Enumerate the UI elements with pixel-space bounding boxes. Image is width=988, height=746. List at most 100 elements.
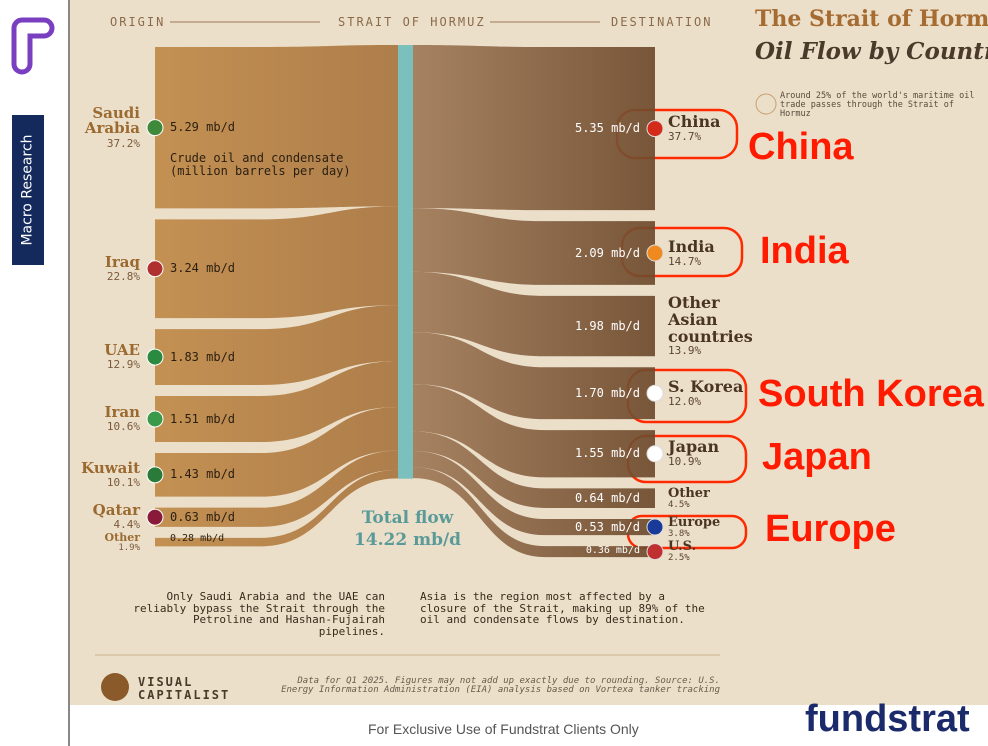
flag xyxy=(146,508,164,526)
destination-flow xyxy=(413,271,655,357)
destination-name: S. Korea xyxy=(668,376,744,396)
strait-bar xyxy=(398,45,413,479)
flag xyxy=(646,120,664,138)
origin-name: Iraq xyxy=(104,252,140,271)
destination-value: 0.64 mb/d xyxy=(574,490,640,505)
origin-name: Kuwait xyxy=(81,458,140,477)
footer-text: For Exclusive Use of Fundstrat Clients O… xyxy=(368,721,639,737)
origin-flow xyxy=(155,206,398,319)
origin-name: UAE xyxy=(104,341,140,360)
origin-flow xyxy=(155,469,398,547)
destination-flow xyxy=(413,450,655,536)
origin-name: Iran xyxy=(104,403,140,421)
origin-value: 5.29 mb/d xyxy=(170,120,236,135)
origin-value: 3.24 mb/d xyxy=(170,261,236,276)
destination-value: 2.09 mb/d xyxy=(574,245,640,260)
destination-share: 2.5% xyxy=(668,553,690,564)
destination-flow xyxy=(413,332,655,420)
destination-share: 12.0% xyxy=(668,394,702,408)
origin-name: Other xyxy=(104,530,140,544)
destination-share: 37.7% xyxy=(668,130,702,144)
destination-name: India xyxy=(668,236,715,256)
destination-value: 0.53 mb/d xyxy=(574,519,640,534)
destination-share: 10.9% xyxy=(668,455,702,469)
origin-value: 1.51 mb/d xyxy=(170,411,236,426)
destination-share: 3.8% xyxy=(668,528,690,539)
destination-flow xyxy=(413,208,655,285)
origin-value: 1.83 mb/d xyxy=(170,349,236,364)
flag xyxy=(646,518,664,536)
brand: VISUAL CAPITALIST xyxy=(138,675,231,702)
flag xyxy=(646,543,664,561)
title: The Strait of Hormuz's xyxy=(755,6,988,32)
destination-flow xyxy=(413,467,655,558)
origin-share: 1.9% xyxy=(118,542,140,553)
note-icon xyxy=(755,93,777,115)
origin-flow xyxy=(155,450,398,527)
origin-name: Qatar xyxy=(92,501,140,520)
brand-logo xyxy=(101,673,129,701)
total-value: 14.22 mb/d xyxy=(353,530,462,550)
flag xyxy=(146,348,164,366)
origin-share: 37.2% xyxy=(106,136,140,150)
origin-flow xyxy=(155,45,398,209)
footer-brand: fundstrat xyxy=(805,698,970,740)
flag xyxy=(146,260,164,278)
total-label: Total flow xyxy=(361,508,454,528)
flag xyxy=(146,119,164,137)
sidebar-box xyxy=(12,115,44,265)
origin-flow xyxy=(155,407,398,497)
header: ORIGIN xyxy=(110,15,166,29)
flag xyxy=(146,466,164,484)
source: Data for Q1 2025. Figures may not add up… xyxy=(281,676,720,696)
origin-share: 4.4% xyxy=(113,518,141,532)
origin-share: 10.6% xyxy=(106,420,140,433)
flag xyxy=(646,244,664,262)
destination-name: Japan xyxy=(668,437,720,457)
origin-value: 0.28 mb/d xyxy=(170,532,225,544)
destination-value: 1.70 mb/d xyxy=(574,385,640,400)
highlight-label: Japan xyxy=(762,436,872,478)
origin-value: 0.63 mb/d xyxy=(170,509,236,524)
destination-flow xyxy=(413,384,655,478)
destination-flow xyxy=(413,45,655,211)
flag xyxy=(646,384,664,402)
origin-share: 22.8% xyxy=(106,269,140,283)
origin-flow xyxy=(155,360,398,443)
destination-value: 0.36 mb/d xyxy=(585,545,640,557)
header: STRAIT OF HORMUZ xyxy=(338,15,486,29)
destination-name: Other xyxy=(668,485,710,501)
highlight-label: China xyxy=(748,126,854,168)
annotation: Asia is the region most affected by a cl… xyxy=(420,590,705,627)
destination-name: Europe xyxy=(668,514,721,530)
destination-share: 13.9% xyxy=(668,344,702,358)
destination-name: China xyxy=(668,112,721,132)
note: Around 25% of the world's maritime oil t… xyxy=(780,91,975,119)
logo xyxy=(11,17,55,75)
highlight-label: South Korea xyxy=(758,373,984,415)
origin-share: 10.1% xyxy=(106,475,140,489)
origin-name: Saudi Arabia xyxy=(84,103,140,138)
destination-share: 14.7% xyxy=(668,254,702,268)
origin-flow xyxy=(155,305,398,385)
origin-value: 1.43 mb/d xyxy=(170,467,236,482)
destination-name: U.S. xyxy=(668,539,697,555)
destination-flow xyxy=(413,431,655,508)
sidebar-label: Macro Research xyxy=(19,134,36,246)
destination-share: 4.5% xyxy=(668,499,690,510)
destination-value: 1.98 mb/d xyxy=(574,318,640,333)
flag xyxy=(146,410,164,428)
destination-value: 5.35 mb/d xyxy=(574,121,640,136)
header: DESTINATION xyxy=(611,15,713,29)
unit-note: Crude oil and condensate (million barrel… xyxy=(170,151,351,178)
flag xyxy=(646,445,664,463)
origin-share: 12.9% xyxy=(106,358,140,372)
destination-value: 1.55 mb/d xyxy=(574,446,640,461)
highlight-label: Europe xyxy=(765,508,896,550)
highlight-label: India xyxy=(760,230,849,272)
destination-name: Other Asian countries xyxy=(668,293,753,346)
subtitle: Oil Flow by Country xyxy=(755,38,988,65)
annotation: Only Saudi Arabia and the UAE can reliab… xyxy=(133,590,385,638)
